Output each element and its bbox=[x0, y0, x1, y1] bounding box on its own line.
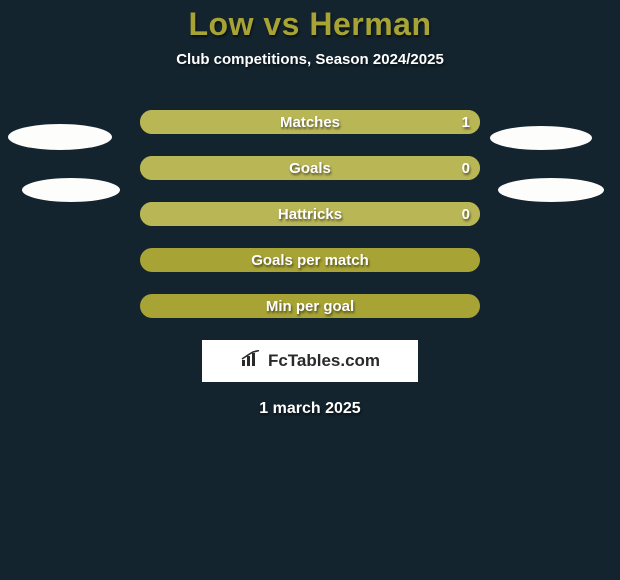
ellipse-right-2 bbox=[498, 178, 604, 202]
brand-box: FcTables.com bbox=[202, 340, 418, 382]
stat-bar-value: 1 bbox=[462, 110, 470, 134]
stat-bar-label: Goals bbox=[140, 156, 480, 180]
date-text: 1 march 2025 bbox=[0, 400, 620, 418]
stat-row: Goals0 bbox=[140, 156, 480, 180]
ellipse-right-1 bbox=[490, 126, 592, 150]
page-subtitle: Club competitions, Season 2024/2025 bbox=[0, 51, 620, 68]
stat-row: Goals per match bbox=[140, 248, 480, 272]
stat-bar-value: 0 bbox=[462, 156, 470, 180]
stat-row: Hattricks0 bbox=[140, 202, 480, 226]
stat-bar-value: 0 bbox=[462, 202, 470, 226]
brand-text: FcTables.com bbox=[268, 351, 380, 371]
stat-bar-label: Matches bbox=[140, 110, 480, 134]
stat-bar-label: Min per goal bbox=[140, 294, 480, 318]
page-title: Low vs Herman bbox=[0, 0, 620, 43]
ellipse-left-1 bbox=[8, 124, 112, 150]
stat-bar-label: Hattricks bbox=[140, 202, 480, 226]
bar-chart-icon bbox=[240, 350, 262, 373]
stat-row: Min per goal bbox=[140, 294, 480, 318]
stat-row: Matches1 bbox=[140, 110, 480, 134]
stat-bars: Matches1Goals0Hattricks0Goals per matchM… bbox=[140, 110, 480, 318]
ellipse-left-2 bbox=[22, 178, 120, 202]
stat-bar-label: Goals per match bbox=[140, 248, 480, 272]
